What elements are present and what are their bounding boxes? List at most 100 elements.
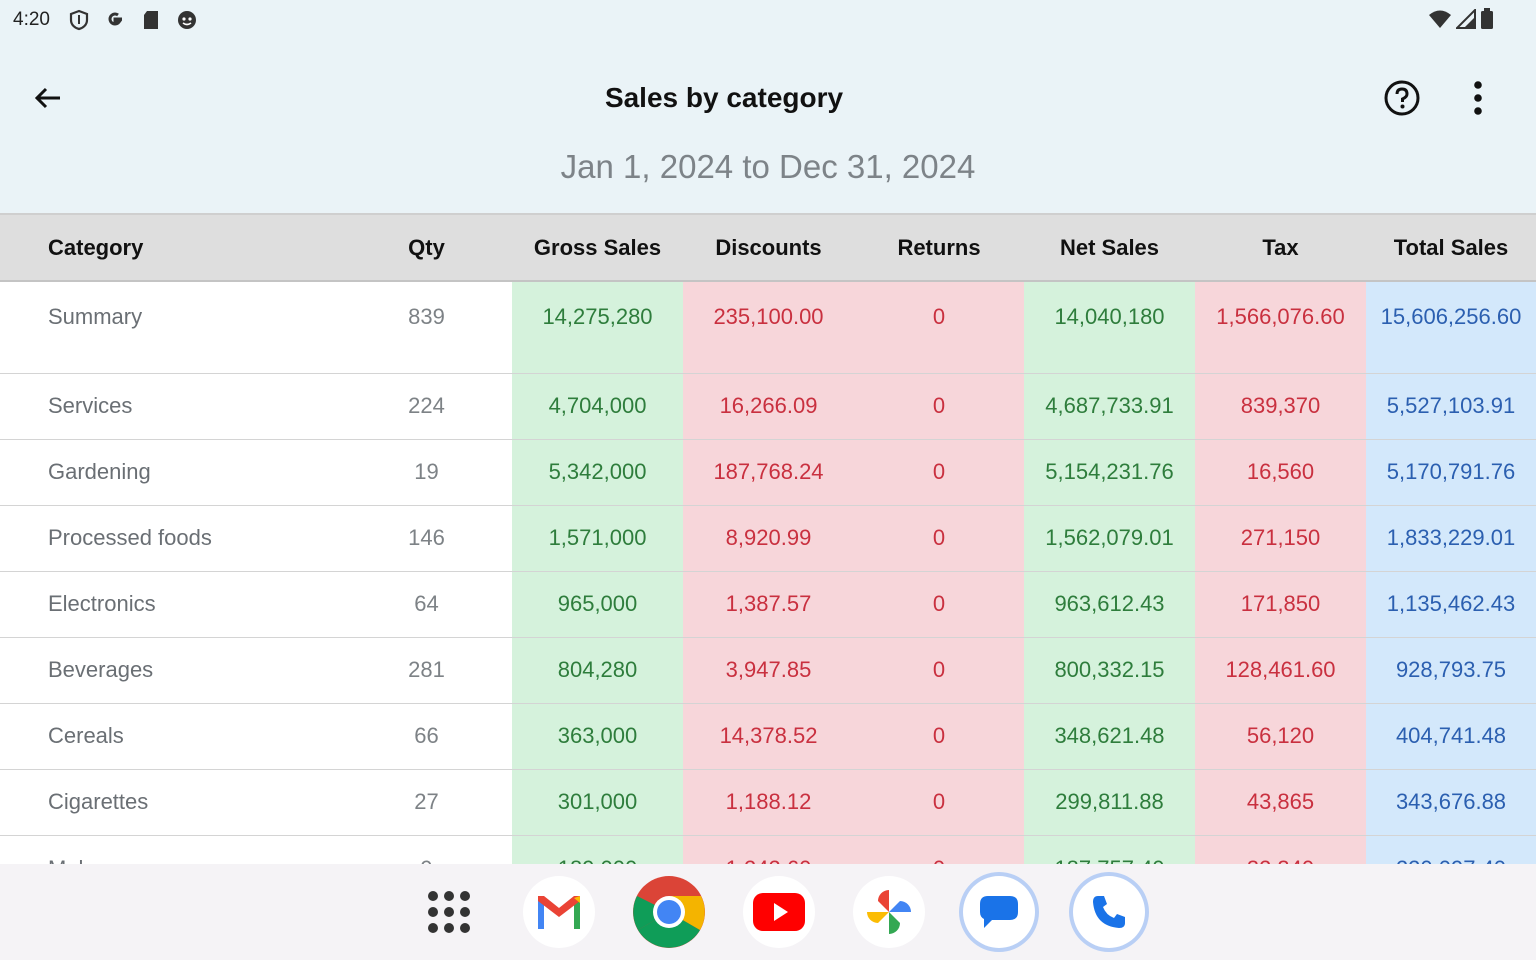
cell-tax: 43,865 — [1195, 769, 1366, 836]
cell-gross-sales: 363,000 — [512, 703, 683, 770]
gmail-button[interactable] — [523, 876, 595, 948]
date-range[interactable]: Jan 1, 2024 to Dec 31, 2024 — [560, 148, 976, 185]
cell-discounts: 3,947.85 — [683, 637, 854, 704]
wifi-icon — [1428, 9, 1452, 35]
cell-category: Summary — [0, 281, 341, 374]
page-title: Sales by category — [604, 82, 844, 113]
cell-discounts: 1,242.60 — [683, 835, 854, 864]
arrow-left-icon — [34, 87, 60, 109]
chrome-button[interactable] — [633, 876, 705, 948]
status-bar: 4:20 — [0, 0, 1536, 40]
cell-gross-sales: 965,000 — [512, 571, 683, 638]
table-row[interactable]: Processed foods 146 1,571,000 8,920.99 0… — [0, 505, 1536, 572]
cell-qty: 281 — [341, 637, 512, 704]
cell-discounts: 1,188.12 — [683, 769, 854, 836]
table-header-row: Category Qty Gross Sales Discounts Retur… — [0, 213, 1536, 282]
status-time: 4:20 — [13, 9, 50, 30]
more-options-button[interactable] — [1456, 76, 1500, 120]
cell-category: Makeup — [0, 835, 341, 864]
sales-table-scroll[interactable]: Category Qty Gross Sales Discounts Retur… — [0, 213, 1536, 864]
cell-discounts: 16,266.09 — [683, 373, 854, 440]
header-tax[interactable]: Tax — [1195, 213, 1366, 282]
cell-gross-sales: 4,704,000 — [512, 373, 683, 440]
battery-icon — [1480, 8, 1494, 36]
cell-discounts: 235,100.00 — [683, 281, 854, 374]
cell-qty: 839 — [341, 281, 512, 374]
cell-returns: 0 — [854, 637, 1024, 704]
messages-icon — [980, 896, 1018, 928]
cell-net-sales: 963,612.43 — [1024, 571, 1195, 638]
help-button[interactable] — [1380, 76, 1424, 120]
header-category[interactable]: Category — [0, 213, 341, 282]
help-circle-icon — [1384, 80, 1420, 116]
cell-net-sales: 5,154,231.76 — [1024, 439, 1195, 506]
cell-gross-sales: 189,000 — [512, 835, 683, 864]
cell-qty: 146 — [341, 505, 512, 572]
cell-discounts: 14,378.52 — [683, 703, 854, 770]
table-row[interactable]: Gardening 19 5,342,000 187,768.24 0 5,15… — [0, 439, 1536, 506]
cell-tax: 171,850 — [1195, 571, 1366, 638]
header-discounts[interactable]: Discounts — [683, 213, 854, 282]
cell-returns: 0 — [854, 769, 1024, 836]
table-row-summary[interactable]: Summary 839 14,275,280 235,100.00 0 14,0… — [0, 281, 1536, 374]
cell-net-sales: 14,040,180 — [1024, 281, 1195, 374]
cell-qty: 19 — [341, 439, 512, 506]
app-drawer-button[interactable] — [413, 876, 485, 948]
cell-net-sales: 800,332.15 — [1024, 637, 1195, 704]
phone-button[interactable] — [1073, 876, 1145, 948]
cell-net-sales: 348,621.48 — [1024, 703, 1195, 770]
cell-category: Gardening — [0, 439, 341, 506]
photos-icon — [867, 890, 911, 934]
cell-category: Electronics — [0, 571, 341, 638]
photos-button[interactable] — [853, 876, 925, 948]
app-drawer-icon — [428, 891, 470, 933]
cell-qty: 224 — [341, 373, 512, 440]
google-icon — [104, 9, 126, 31]
shield-icon — [68, 9, 90, 31]
cell-category: Beverages — [0, 637, 341, 704]
table-row[interactable]: Cereals 66 363,000 14,378.52 0 348,621.4… — [0, 703, 1536, 770]
cell-returns: 0 — [854, 571, 1024, 638]
cell-net-sales: 4,687,733.91 — [1024, 373, 1195, 440]
cell-total-sales: 1,135,462.43 — [1366, 571, 1536, 638]
taskbar — [0, 864, 1536, 960]
cell-qty: 66 — [341, 703, 512, 770]
table-row[interactable]: Services 224 4,704,000 16,266.09 0 4,687… — [0, 373, 1536, 440]
header-net-sales[interactable]: Net Sales — [1024, 213, 1195, 282]
youtube-button[interactable] — [743, 876, 815, 948]
cell-gross-sales: 5,342,000 — [512, 439, 683, 506]
table-row[interactable]: Cigarettes 27 301,000 1,188.12 0 299,811… — [0, 769, 1536, 836]
cell-net-sales: 299,811.88 — [1024, 769, 1195, 836]
cell-total-sales: 220,097.40 — [1366, 835, 1536, 864]
table-row[interactable]: Beverages 281 804,280 3,947.85 0 800,332… — [0, 637, 1536, 704]
cell-category: Cigarettes — [0, 769, 341, 836]
cell-qty: 64 — [341, 571, 512, 638]
cell-returns: 0 — [854, 439, 1024, 506]
table-row[interactable]: Electronics 64 965,000 1,387.57 0 963,61… — [0, 571, 1536, 638]
sd-card-icon — [140, 9, 162, 31]
cell-category: Cereals — [0, 703, 341, 770]
cell-returns: 0 — [854, 703, 1024, 770]
header-total-sales[interactable]: Total Sales — [1366, 213, 1536, 282]
cell-qty: 27 — [341, 769, 512, 836]
cell-tax: 32,340 — [1195, 835, 1366, 864]
cell-gross-sales: 301,000 — [512, 769, 683, 836]
table-row[interactable]: Makeup 9 189,000 1,242.60 0 187,757.40 3… — [0, 835, 1536, 864]
cell-tax: 1,566,076.60 — [1195, 281, 1366, 374]
header-gross-sales[interactable]: Gross Sales — [512, 213, 683, 282]
cell-net-sales: 187,757.40 — [1024, 835, 1195, 864]
messages-button[interactable] — [963, 876, 1035, 948]
cell-discounts: 1,387.57 — [683, 571, 854, 638]
header-returns[interactable]: Returns — [854, 213, 1024, 282]
cell-total-sales: 343,676.88 — [1366, 769, 1536, 836]
cell-discounts: 8,920.99 — [683, 505, 854, 572]
sales-table: Category Qty Gross Sales Discounts Retur… — [0, 213, 1536, 864]
header-qty[interactable]: Qty — [341, 213, 512, 282]
cell-qty: 9 — [341, 835, 512, 864]
cell-tax: 128,461.60 — [1195, 637, 1366, 704]
cell-tax: 271,150 — [1195, 505, 1366, 572]
cell-total-sales: 5,527,103.91 — [1366, 373, 1536, 440]
back-button[interactable] — [26, 76, 70, 120]
cell-category: Services — [0, 373, 341, 440]
cell-gross-sales: 804,280 — [512, 637, 683, 704]
